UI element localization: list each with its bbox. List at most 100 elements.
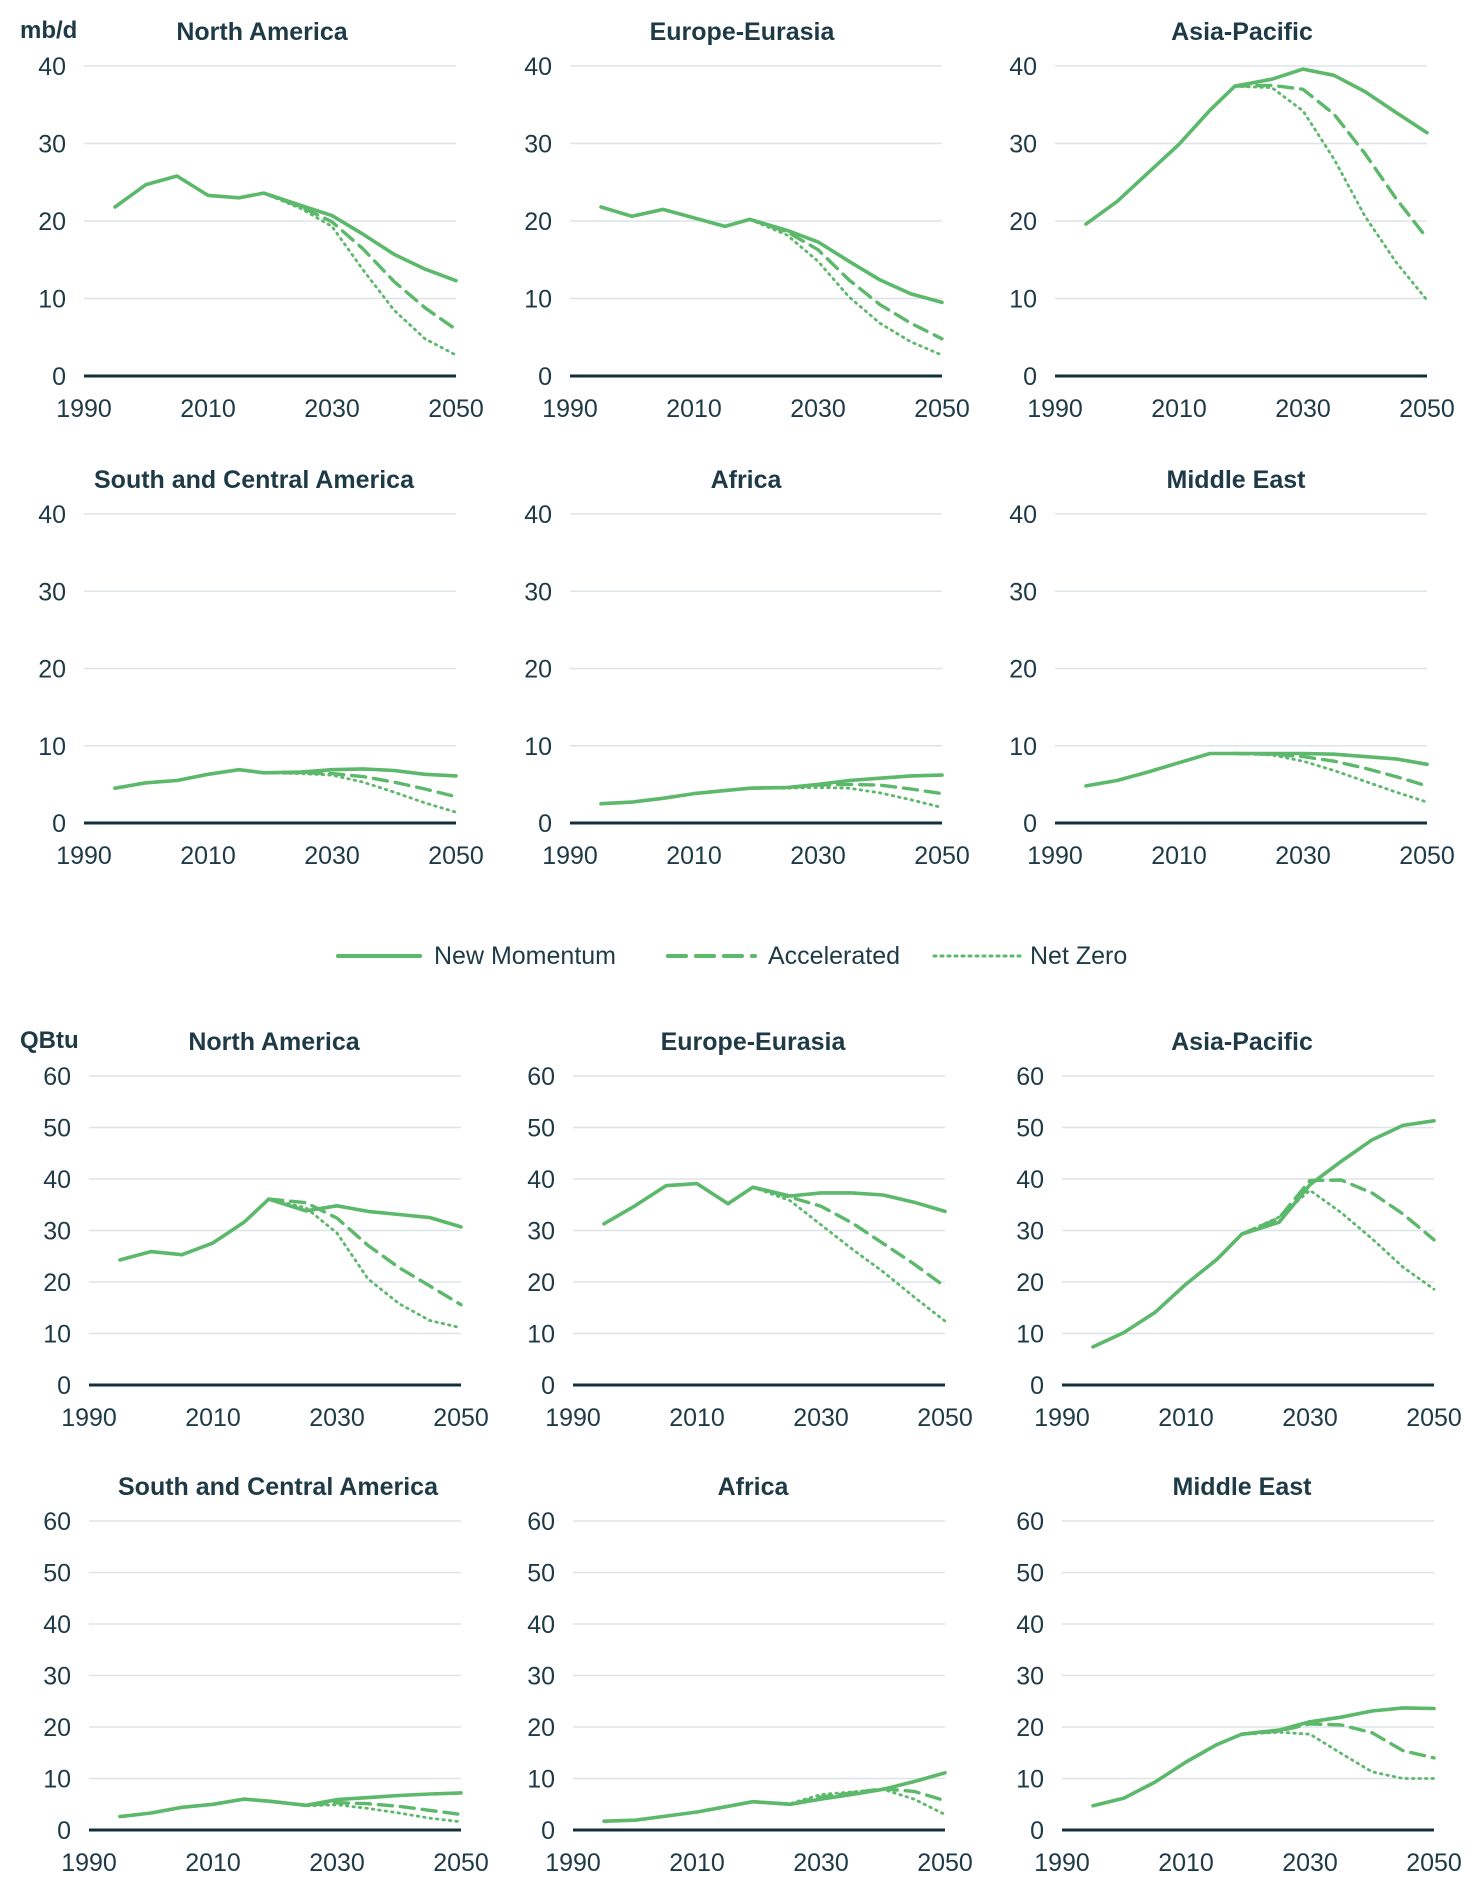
x-tick-label: 1990 [1034,1849,1090,1877]
x-tick-label: 1990 [61,1849,117,1877]
x-tick-label: 2010 [666,842,722,870]
x-tick-label: 2010 [669,1404,725,1432]
panel-title: Africa [718,1473,790,1501]
panel-title: South and Central America [94,466,415,494]
series-line-net-zero [748,218,944,357]
y-tick-label: 30 [524,578,552,606]
y-tick-label: 0 [1023,363,1037,391]
y-tick-label: 50 [43,1115,71,1143]
series-line-new-momentum [1091,1706,1436,1808]
y-tick-label: 20 [43,1269,71,1297]
series-line-accelerated [1240,1722,1436,1760]
series-line-net-zero [1240,1188,1436,1291]
x-tick-label: 2030 [1275,395,1331,423]
series-line-accelerated [1240,1178,1436,1242]
y-tick-label: 10 [1016,1766,1044,1794]
x-tick-label: 2010 [185,1404,241,1432]
series-line-net-zero [267,1799,463,1824]
x-tick-label: 2010 [1151,842,1207,870]
y-tick-label: 40 [524,501,552,529]
x-tick-label: 2030 [793,1404,849,1432]
series-line-net-zero [751,1787,947,1816]
y-tick-label: 0 [57,1817,71,1845]
x-tick-label: 1990 [1027,395,1083,423]
series-line-accelerated [267,1197,463,1307]
panel-title: South and Central America [118,1473,439,1501]
series-line-new-momentum [113,767,458,790]
y-tick-label: 40 [38,501,66,529]
y-tick-label: 30 [527,1218,555,1246]
y-tick-label: 60 [527,1063,555,1091]
y-tick-label: 30 [38,131,66,159]
y-tick-label: 0 [538,363,552,391]
x-tick-label: 2030 [1282,1404,1338,1432]
x-tick-label: 1990 [545,1849,601,1877]
x-tick-label: 2050 [914,842,970,870]
y-tick-label: 50 [1016,1115,1044,1143]
legend-label-new-momentum: New Momentum [434,942,616,970]
series-line-new-momentum [1084,751,1429,788]
x-tick-label: 2030 [304,842,360,870]
x-tick-label: 2050 [433,1404,489,1432]
x-tick-label: 2010 [185,1849,241,1877]
x-tick-label: 2030 [304,395,360,423]
y-tick-label: 30 [527,1663,555,1691]
legend-label-net-zero: Net Zero [1030,942,1127,970]
y-tick-label: 20 [43,1714,71,1742]
x-tick-label: 2010 [666,395,722,423]
y-tick-label: 20 [527,1269,555,1297]
y-tick-label: 0 [1030,1372,1044,1400]
series-line-accelerated [1233,83,1429,240]
y-tick-label: 10 [1009,733,1037,761]
y-tick-label: 10 [527,1321,555,1349]
panel-title: North America [188,1028,360,1056]
x-tick-label: 2010 [669,1849,725,1877]
series-line-new-momentum [602,1181,947,1226]
y-tick-label: 20 [1016,1269,1044,1297]
x-tick-label: 1990 [56,395,112,423]
y-tick-label: 20 [38,656,66,684]
y-tick-label: 60 [1016,1508,1044,1536]
series-line-new-momentum [1084,67,1429,226]
y-tick-label: 20 [1009,208,1037,236]
y-tick-label: 20 [524,656,552,684]
panel-title: Middle East [1173,1473,1313,1501]
y-tick-label: 40 [1009,53,1037,81]
y-tick-label: 40 [1009,501,1037,529]
y-tick-label: 30 [1009,131,1037,159]
series-line-net-zero [262,771,458,814]
y-tick-label: 0 [1030,1817,1044,1845]
y-tick-label: 60 [527,1508,555,1536]
series-line-new-momentum [118,1791,463,1819]
y-tick-label: 0 [541,1372,555,1400]
series-line-accelerated [262,191,458,332]
y-tick-label: 50 [527,1115,555,1143]
unit-label: mb/d [20,17,77,44]
series-line-new-momentum [599,205,944,305]
y-tick-label: 40 [1016,1166,1044,1194]
x-tick-label: 2050 [917,1404,973,1432]
x-tick-label: 2010 [180,395,236,423]
y-tick-label: 40 [527,1166,555,1194]
y-tick-label: 10 [38,286,66,314]
series-line-new-momentum [113,174,458,283]
x-tick-label: 2050 [917,1849,973,1877]
y-tick-label: 30 [524,131,552,159]
x-tick-label: 2010 [1151,395,1207,423]
y-tick-label: 40 [524,53,552,81]
x-tick-label: 1990 [1034,1404,1090,1432]
y-tick-label: 20 [527,1714,555,1742]
y-tick-label: 50 [1016,1560,1044,1588]
panel-title: Africa [711,466,783,494]
series-line-new-momentum [118,1197,463,1262]
panel-title: North America [176,18,348,46]
series-line-net-zero [1240,1730,1436,1780]
